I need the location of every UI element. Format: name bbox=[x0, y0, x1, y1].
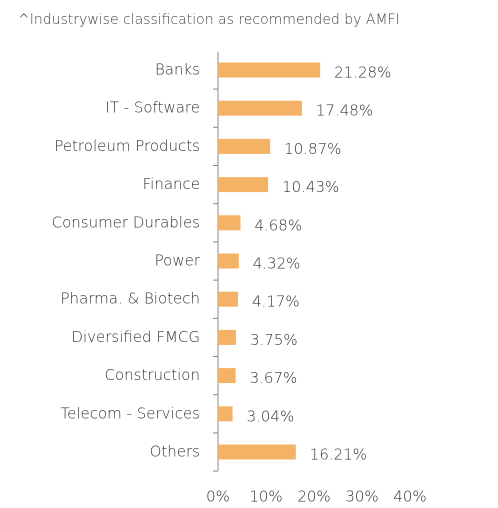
value-label: 3.04% bbox=[247, 407, 295, 425]
value-label: 4.17% bbox=[252, 293, 300, 311]
y-tick-label: Power bbox=[155, 252, 201, 270]
value-label: 3.67% bbox=[250, 369, 298, 387]
y-tick-label: Telecom - Services bbox=[61, 404, 200, 422]
bar bbox=[218, 368, 236, 384]
y-tick-label: Construction bbox=[104, 366, 200, 384]
value-label: 10.43% bbox=[282, 178, 339, 196]
bar bbox=[218, 100, 302, 116]
x-tick-label: 30% bbox=[345, 488, 378, 506]
bar bbox=[218, 62, 321, 78]
bar bbox=[218, 329, 236, 345]
x-tick-label: 40% bbox=[393, 488, 426, 506]
x-tick-label: 0% bbox=[206, 488, 230, 506]
value-label: 4.32% bbox=[253, 255, 301, 273]
x-tick-label: 20% bbox=[297, 488, 330, 506]
x-tick-label: 10% bbox=[249, 488, 282, 506]
bar bbox=[218, 291, 239, 307]
y-tick-label: IT - Software bbox=[105, 99, 200, 117]
bar bbox=[218, 215, 241, 231]
bar bbox=[218, 444, 296, 460]
value-label: 21.28% bbox=[334, 64, 391, 82]
value-label: 16.21% bbox=[310, 446, 367, 464]
chart-title: ^Industrywise classification as recommen… bbox=[18, 12, 400, 28]
y-tick-label: Others bbox=[150, 443, 200, 461]
bar bbox=[218, 253, 239, 269]
value-label: 10.87% bbox=[284, 140, 341, 158]
bar bbox=[218, 177, 269, 193]
y-tick-label: Petroleum Products bbox=[54, 137, 200, 155]
y-tick-label: Consumer Durables bbox=[52, 213, 200, 231]
y-tick-label: Banks bbox=[155, 61, 200, 79]
bar bbox=[218, 138, 271, 154]
y-tick-label: Pharma. & Biotech bbox=[61, 290, 200, 308]
value-label: 17.48% bbox=[316, 102, 373, 120]
value-label: 3.75% bbox=[250, 331, 298, 349]
y-tick-label: Diversified FMCG bbox=[71, 328, 200, 346]
y-tick-label: Finance bbox=[143, 175, 200, 193]
bar bbox=[218, 406, 233, 422]
value-label: 4.68% bbox=[254, 216, 302, 234]
